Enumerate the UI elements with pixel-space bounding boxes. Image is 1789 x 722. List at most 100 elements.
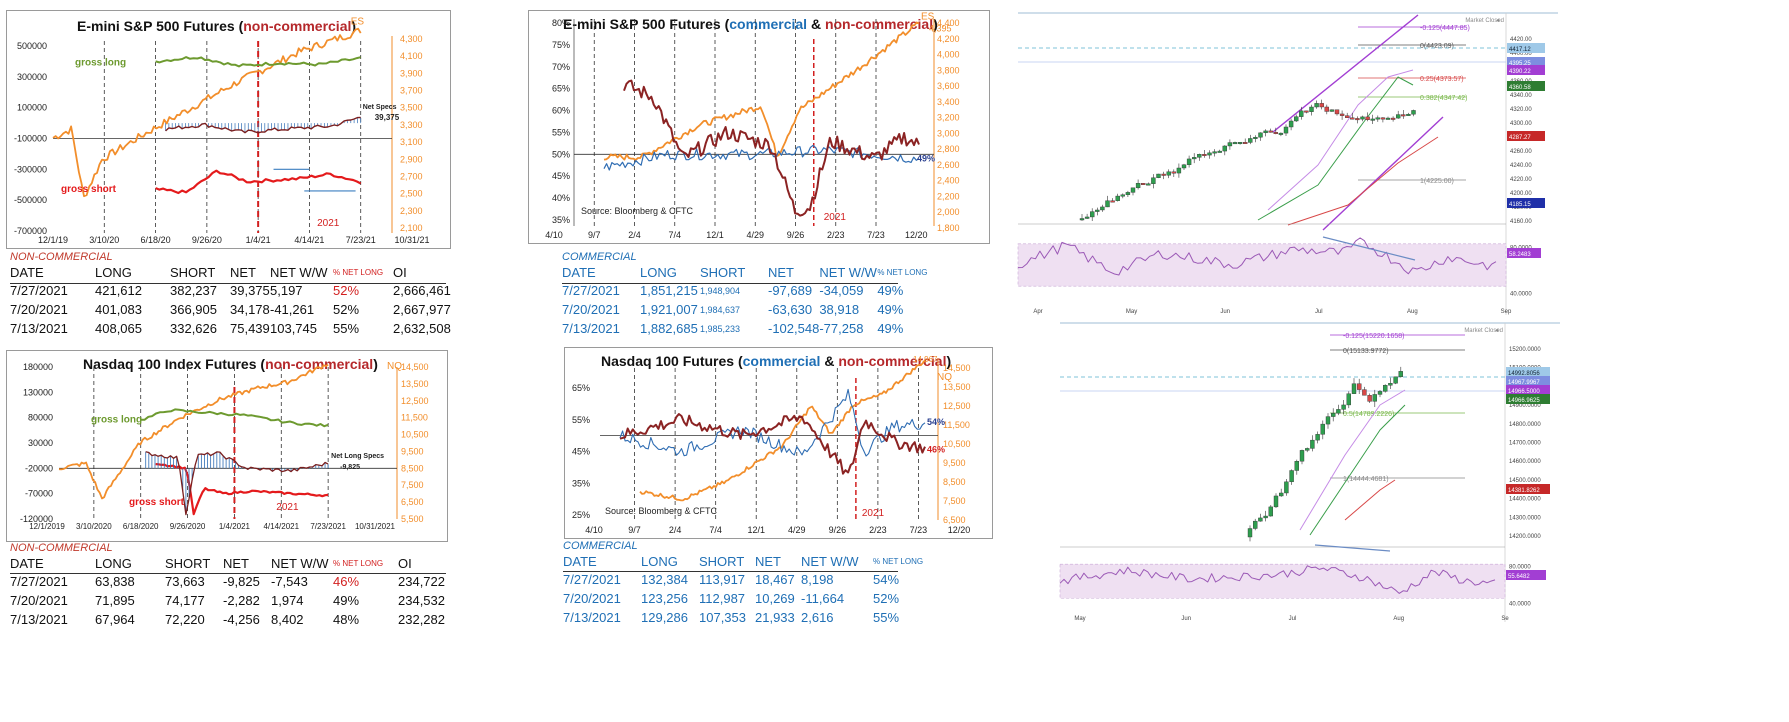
y-right-tick: 11,500 [401,413,428,423]
nq-commercial-chart: Nasdaq 100 Futures (commercial & non-com… [564,347,993,539]
table-cell: 49% [877,302,904,317]
candle-body [1232,142,1238,145]
nq-nc-plot: 180000 130000 80000 30000 -20000 -70000 -12000… [20,361,429,531]
x-tick: Jun [1181,616,1191,622]
col-short: SHORT [165,556,211,571]
x-tick: 7/23 [910,525,928,535]
price-badge [1506,484,1550,494]
pct-label: 49% [917,154,935,164]
table-cell: -102,548 [768,321,820,336]
net-label: Net Specs [363,104,397,111]
col-pctnet: % NET LONG [877,268,928,277]
fib-label: 0.5(14789.2226) [1343,411,1394,418]
table-rule [563,571,898,572]
y-left-tick: -700000 [14,226,47,236]
fib-label: 1(14444.4681) [1343,476,1389,483]
table-cell: 75,439 [230,321,270,336]
table-cell: 1,985,233 [700,323,741,334]
price-badge [1507,198,1545,208]
col-date: DATE [10,556,44,571]
candle-body [1084,216,1090,219]
y-right-tick: 2,500 [400,189,423,199]
chart-title: E-mini S&P 500 Futures (non-commercial) [77,18,357,34]
candle-body [1388,383,1393,386]
col-short: SHORT [700,265,746,280]
candle-body [1336,409,1341,414]
x-tick: 3/10/2020 [76,522,112,531]
candle-body [1334,109,1340,115]
table-row: 7/27/2021 132,384 113,917 18,467 8,198 54% [563,570,928,589]
table-cell: 38,918 [819,302,860,317]
x-tick: 9/7 [588,230,601,240]
table-cell: 10,269 [755,591,795,606]
y-right-tick: 14,500 [943,363,971,373]
y-right-tick: 10,500 [943,439,971,449]
table-tag: COMMERCIAL [563,539,638,552]
y-left-tick: 80000 [28,413,53,423]
candle-body [1309,106,1314,112]
y-tick: 14500.0000 [1509,478,1541,484]
price-badge-label: 4287.27 [1509,135,1531,141]
col-date: DATE [10,265,44,280]
y-right-tick: 13,500 [943,382,971,392]
candle-body [1135,183,1141,189]
candle-body [1329,109,1335,112]
candle-body [1248,138,1253,143]
candle-body [1385,117,1391,120]
commercial-line [619,388,926,457]
table-row: 7/20/2021 123,256 112,987 10,269 -11,664 52% [563,589,928,608]
table-cell: 52% [333,302,360,317]
table-cell: 234,532 [398,593,445,608]
table-cell: -9,825 [223,574,260,589]
chart-title: E-mini S&P 500 Futures (commercial & non… [563,16,938,32]
nq-noncommercial-table: NON-COMMERCIAL DATE LONG SHORT NET NET W… [10,540,458,629]
x-tick: 10/31/21 [394,235,429,245]
legend-label: Market Closed [1464,328,1503,334]
table-row: 7/20/2021 401,083 366,905 34,178 -41,261 52% 2… [10,300,453,319]
x-tick: Jul [1289,616,1297,622]
candle-body [1089,211,1095,218]
table-cell: 18,467 [755,572,795,587]
candle-body [1258,517,1263,522]
x-tick: 6/18/2020 [123,522,159,531]
candle-body [1396,114,1401,119]
channel-line [1322,116,1444,231]
y-right-tick: 1,800 [937,223,960,233]
candle-body [1217,150,1222,153]
candle-body [1284,481,1289,494]
gross-short-label: gross short [61,184,117,195]
y-left-tick: 130000 [23,387,53,397]
x-tick: 1/4/2021 [219,522,251,531]
table-cell: 52% [333,283,360,298]
price-badge [1506,376,1550,386]
candle-body [1268,506,1274,517]
x-tick: 12/1 [706,230,724,240]
table-cell: 107,353 [699,610,746,625]
nq-price-line [58,363,329,500]
col-long: LONG [640,265,677,280]
candle-body [1227,142,1233,147]
rsi-band [1017,243,1507,287]
y-left-tick: -300000 [14,164,47,174]
table-cell: 1,974 [271,593,304,608]
y-right-tick: 10,500 [401,430,429,440]
table-cell: 1,921,007 [640,302,698,317]
y-right-tick: 3,500 [400,103,423,113]
pct-label: 54% [927,417,945,427]
table-cell: 1,882,685 [640,321,698,336]
x-tick: 10/31/2021 [355,522,396,531]
moving-average [1287,136,1439,226]
source-label: Source: Bloomberg & CFTC [581,206,694,216]
x-tick: 12/20 [905,230,928,240]
y-tick: 14700.0000 [1509,441,1541,447]
candle-body [1237,142,1243,144]
candle-body [1140,183,1146,185]
candle-body [1294,461,1300,471]
x-tick: 2/23 [869,525,887,535]
y-right-tick: 4,100 [400,51,423,61]
candle-body [1212,151,1217,154]
table-cell: 2,616 [801,610,834,625]
es-price-line [603,21,920,161]
table-cell: -34,059 [819,283,864,298]
pct-label: 46% [927,444,945,454]
